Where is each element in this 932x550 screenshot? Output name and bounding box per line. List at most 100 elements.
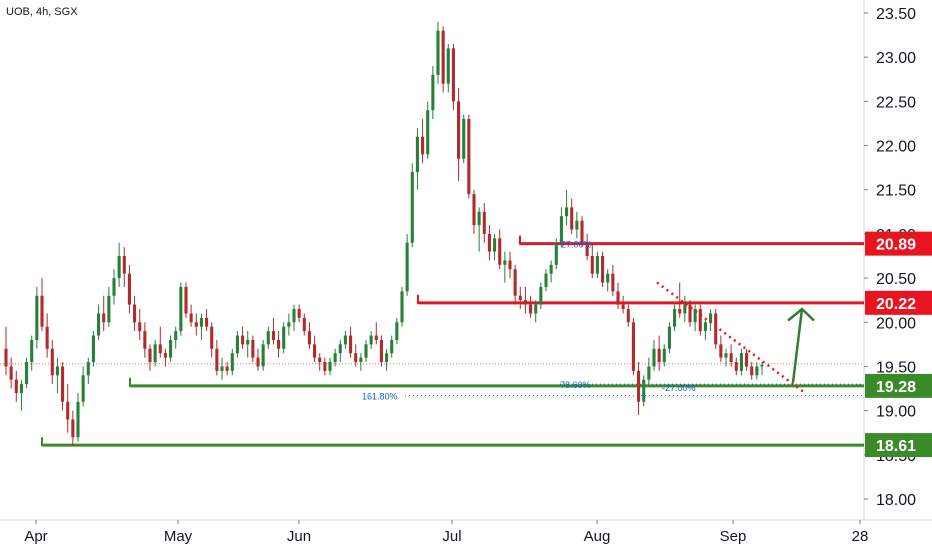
candle	[472, 189, 476, 234]
candle-body	[210, 326, 214, 349]
time-tick-label: Jul	[442, 528, 461, 545]
candle-body	[729, 353, 733, 363]
candle	[338, 339, 342, 363]
candle	[482, 202, 486, 243]
candle	[714, 309, 718, 349]
candle	[117, 242, 121, 287]
candle-body	[184, 286, 188, 314]
candle-body	[45, 326, 49, 349]
candle-body	[86, 362, 90, 376]
candle	[518, 286, 522, 310]
candle	[750, 362, 754, 380]
candle	[318, 353, 322, 371]
candle	[534, 300, 538, 323]
fib-label: -27.00%	[662, 383, 696, 393]
candle	[359, 353, 363, 371]
candle-body	[369, 335, 373, 345]
candle-body	[647, 366, 651, 380]
candle	[554, 238, 558, 270]
candle	[703, 317, 707, 340]
level-badge-18.61	[865, 433, 932, 458]
level-badge-label: 20.89	[876, 237, 916, 254]
time-tick-label: May	[164, 528, 193, 545]
candle	[138, 309, 142, 340]
candle	[102, 295, 106, 332]
time-tick-label: Jun	[287, 528, 311, 545]
candle-body	[745, 353, 749, 367]
candle	[693, 304, 697, 332]
candle	[621, 295, 625, 314]
candle-body	[374, 335, 378, 340]
level-badge-19.28	[865, 373, 932, 398]
candle	[385, 348, 389, 371]
candle	[277, 331, 281, 358]
candle-body	[313, 344, 317, 358]
candle-body	[570, 207, 574, 230]
time-tick-label: Aug	[584, 528, 611, 545]
grid	[0, 0, 932, 521]
candle-body	[179, 286, 183, 332]
candle-body	[241, 335, 245, 345]
candle-body	[539, 286, 543, 305]
candle	[688, 300, 692, 327]
candle-body	[19, 384, 23, 393]
candle-body	[585, 242, 589, 256]
candle-body	[395, 322, 399, 340]
candle-body	[158, 344, 162, 354]
candle	[734, 357, 738, 376]
candle	[606, 269, 610, 292]
candle	[539, 282, 543, 310]
price-tick-label: 22.50	[876, 94, 916, 111]
price-axis[interactable]: 18.0018.5019.0019.5020.0020.5021.0021.50…	[864, 6, 916, 509]
candle	[261, 339, 265, 371]
candle-body	[441, 30, 445, 84]
candle	[739, 348, 743, 376]
candle	[241, 326, 245, 349]
candle-body	[25, 362, 29, 385]
candle	[529, 295, 533, 318]
time-axis[interactable]: Apr May Jun Jul Aug Sep 28	[24, 520, 868, 545]
candle-body	[287, 322, 291, 327]
candle	[256, 348, 260, 371]
candle	[19, 379, 23, 411]
candle-body	[215, 348, 219, 371]
price-tick-label: 23.00	[876, 50, 916, 67]
candle-body	[189, 313, 193, 323]
candle	[45, 313, 49, 358]
candle-body	[127, 273, 131, 305]
candle	[595, 251, 599, 279]
candle-body	[642, 379, 646, 402]
candle-body	[148, 348, 152, 363]
candle-body	[626, 309, 630, 323]
candle-body	[431, 74, 435, 111]
candle	[441, 26, 445, 93]
candle	[493, 233, 497, 261]
candle	[287, 313, 291, 336]
candle	[313, 335, 317, 363]
candle	[446, 43, 450, 93]
candle	[503, 251, 507, 283]
candle	[323, 357, 327, 376]
candle	[559, 207, 563, 248]
candle-body	[266, 331, 270, 345]
candle-body	[549, 264, 553, 274]
candle-body	[462, 119, 466, 159]
candle	[410, 163, 414, 248]
candle	[91, 331, 95, 367]
candle-body	[230, 353, 234, 371]
candle-body	[477, 211, 481, 226]
candle	[328, 357, 332, 376]
candle-body	[426, 110, 430, 155]
candle-body	[349, 335, 353, 354]
candle-body	[292, 309, 296, 323]
candle-body	[678, 309, 682, 314]
candle-body	[81, 375, 85, 402]
symbol-title: UOB, 4h, SGX	[6, 6, 78, 18]
candle	[220, 357, 224, 380]
candle-body	[673, 309, 677, 327]
candle-body	[385, 353, 389, 363]
candle	[86, 357, 90, 385]
candle	[642, 375, 646, 407]
candle	[431, 66, 435, 120]
